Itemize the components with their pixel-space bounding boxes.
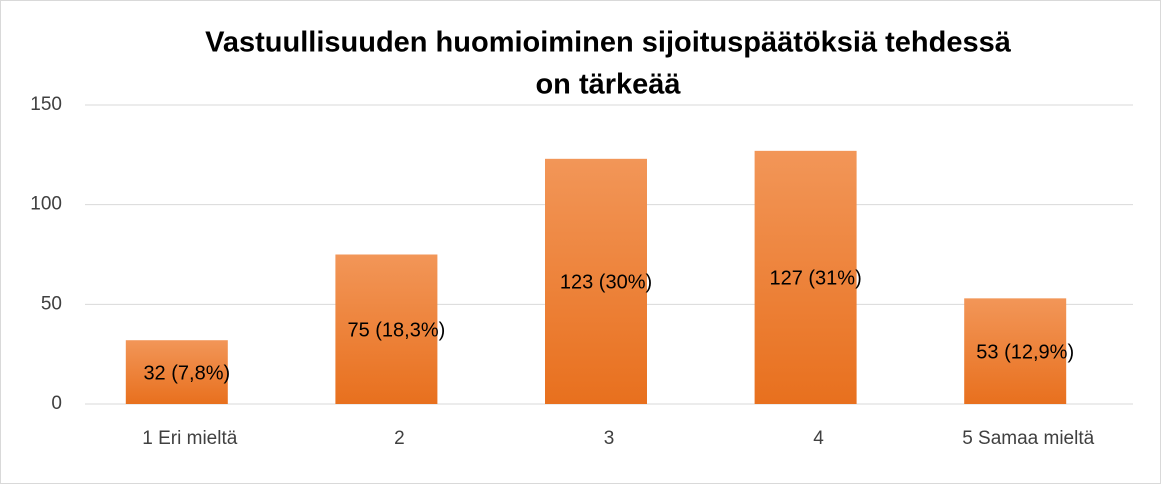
x-tick-label: 3 (604, 428, 615, 449)
bar (125, 340, 228, 404)
x-tick-label: 5 Samaa mieltä (962, 428, 1094, 449)
value-label: 32 (7,8%) (143, 362, 230, 384)
y-tick-label: 0 (51, 393, 62, 414)
bar (754, 150, 857, 404)
bar (335, 254, 438, 404)
y-tick-label: 150 (30, 94, 62, 115)
y-tick-label: 100 (30, 194, 62, 215)
x-tick-label: 1 Eri mieltä (142, 428, 237, 449)
y-tick-label: 50 (41, 293, 62, 314)
x-tick-label: 4 (813, 428, 824, 449)
chart-title: Vastuullisuuden huomioiminen sijoituspää… (205, 27, 1012, 59)
x-tick-label: 2 (394, 428, 405, 449)
value-label: 123 (30%) (560, 272, 652, 294)
chart-title: on tärkeää (535, 69, 681, 101)
bar (964, 298, 1067, 404)
value-label: 127 (31%) (769, 268, 861, 290)
value-label: 75 (18,3%) (347, 320, 445, 342)
value-label: 53 (12,9%) (976, 341, 1074, 363)
bar (545, 158, 647, 404)
